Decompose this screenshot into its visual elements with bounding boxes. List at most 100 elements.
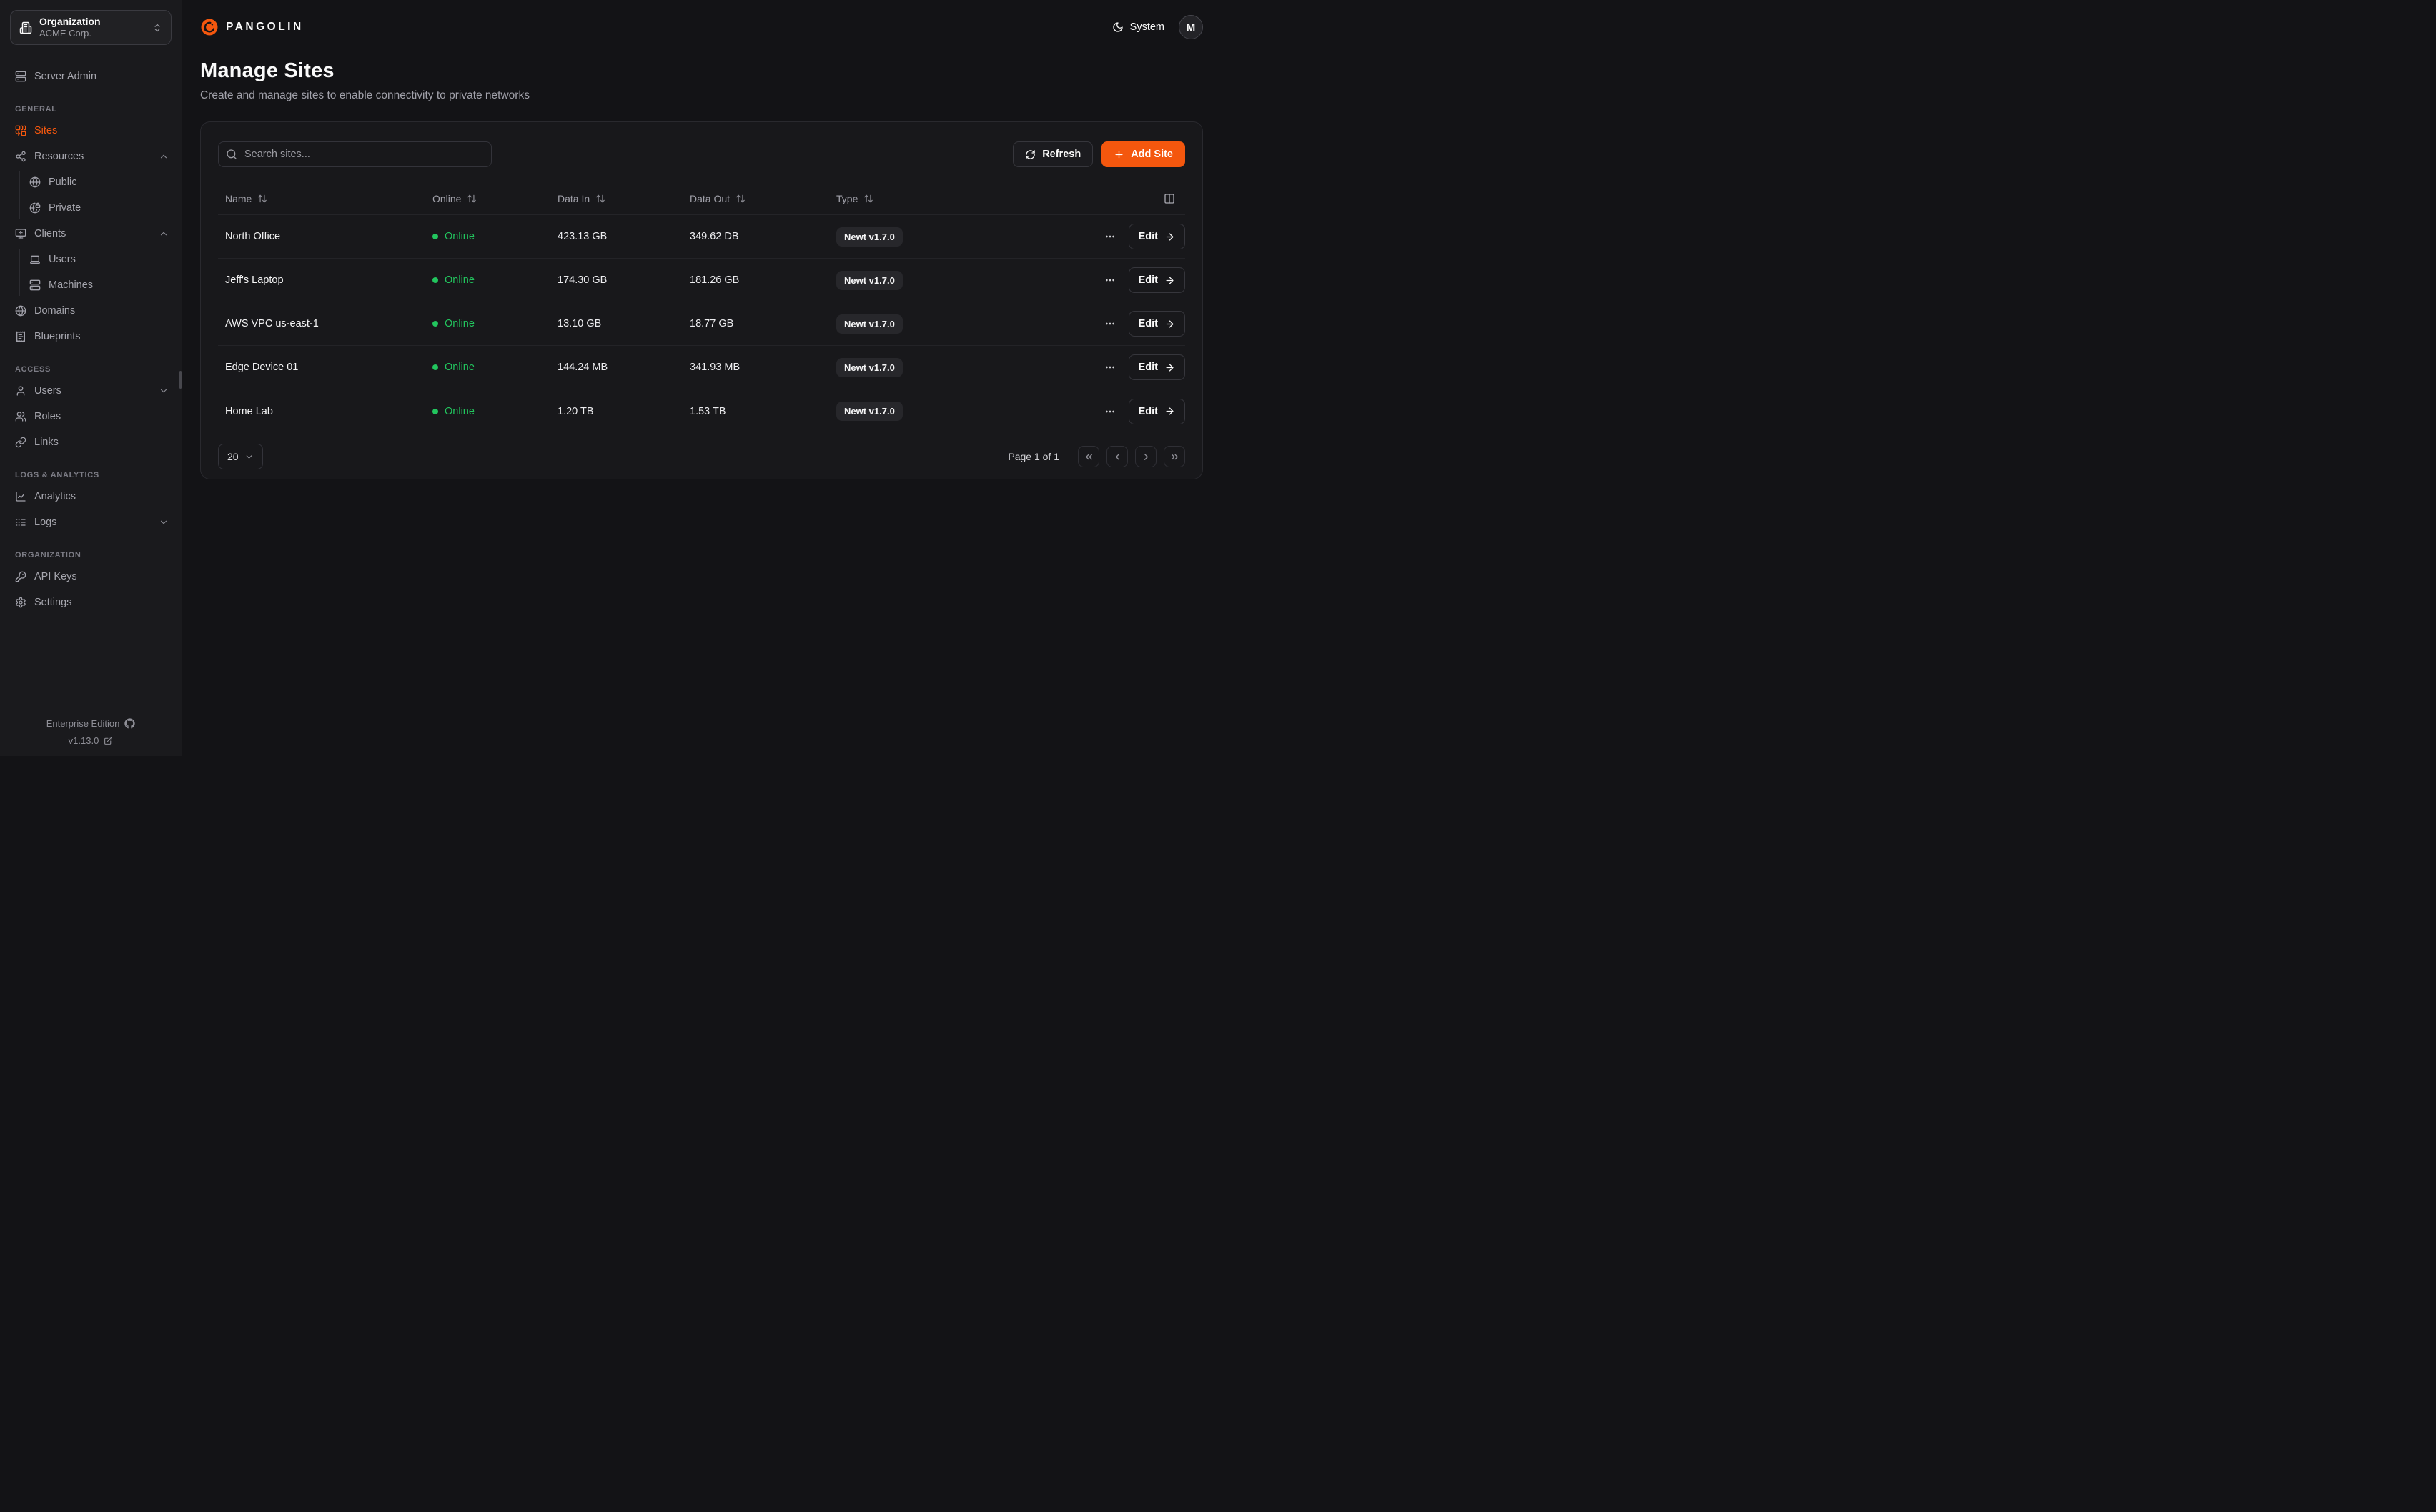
- gear-icon: [15, 597, 26, 608]
- first-page-button[interactable]: [1078, 446, 1099, 467]
- sidebar-item-client-users[interactable]: Users: [0, 247, 182, 272]
- sites-card: Refresh Add Site Name Online: [200, 121, 1203, 479]
- column-label: Data Out: [690, 192, 731, 204]
- online-label: Online: [445, 405, 475, 417]
- sidebar-item-logs[interactable]: Logs: [0, 509, 182, 535]
- sidebar: Organization ACME Corp. Server Admin GEN…: [0, 0, 182, 756]
- sort-icon[interactable]: [467, 194, 477, 204]
- sidebar-item-settings[interactable]: Settings: [0, 590, 182, 615]
- sort-icon[interactable]: [736, 194, 746, 204]
- search-input[interactable]: [218, 141, 492, 167]
- sidebar-item-label: Machines: [49, 279, 94, 291]
- page-subtitle: Create and manage sites to enable connec…: [200, 89, 530, 101]
- type-badge: Newt v1.7.0: [836, 270, 903, 290]
- edit-button[interactable]: Edit: [1128, 354, 1185, 380]
- edit-button[interactable]: Edit: [1128, 267, 1185, 293]
- github-icon: [124, 718, 136, 729]
- server-icon: [29, 279, 41, 291]
- online-label: Online: [445, 274, 475, 286]
- org-label: Organization: [39, 15, 101, 27]
- sidebar-item-label: Public: [49, 176, 77, 188]
- sidebar-item-sites[interactable]: Sites: [0, 118, 182, 144]
- sidebar-item-label: Analytics: [34, 491, 76, 502]
- globe-icon: [15, 305, 26, 317]
- version-link[interactable]: v1.13.0: [0, 735, 182, 746]
- sidebar-item-analytics[interactable]: Analytics: [0, 484, 182, 509]
- refresh-button[interactable]: Refresh: [1013, 141, 1094, 167]
- data-in-value: 423.13 GB: [558, 231, 608, 242]
- sidebar-nav: Server Admin GENERAL Sites Resources Pub…: [0, 55, 182, 712]
- avatar[interactable]: M: [1179, 15, 1203, 39]
- site-name: Home Lab: [225, 405, 273, 417]
- online-dot: [432, 234, 438, 239]
- sidebar-footer: Enterprise Edition v1.13.0: [0, 712, 182, 756]
- sidebar-item-api-keys[interactable]: API Keys: [0, 564, 182, 590]
- column-header-type: Type: [829, 193, 1064, 204]
- brand-word: PANGOLIN: [226, 21, 304, 33]
- edition-link[interactable]: Enterprise Edition: [0, 718, 182, 729]
- sidebar-item-roles[interactable]: Roles: [0, 404, 182, 429]
- chart-line-icon: [15, 491, 26, 502]
- row-menu-button[interactable]: [1101, 359, 1119, 376]
- sidebar-item-users[interactable]: Users: [0, 378, 182, 404]
- sidebar-item-label: API Keys: [34, 571, 77, 582]
- logs-icon: [15, 517, 26, 528]
- sidebar-item-public[interactable]: Public: [0, 169, 182, 195]
- sidebar-item-label: Users: [34, 385, 61, 397]
- avatar-initial: M: [1186, 21, 1196, 34]
- sites-table: Name Online Data In Data Out: [218, 182, 1185, 433]
- row-menu-button[interactable]: [1101, 403, 1119, 420]
- theme-label: System: [1129, 21, 1164, 33]
- edit-button[interactable]: Edit: [1128, 224, 1185, 249]
- key-icon: [15, 571, 26, 582]
- org-selector[interactable]: Organization ACME Corp.: [10, 10, 172, 45]
- last-page-button[interactable]: [1164, 446, 1185, 467]
- sidebar-item-clients[interactable]: Clients: [0, 221, 182, 247]
- toolbar-buttons: Refresh Add Site: [1013, 141, 1185, 167]
- edit-label: Edit: [1138, 362, 1158, 373]
- sort-icon[interactable]: [595, 194, 605, 204]
- table-header: Name Online Data In Data Out: [218, 182, 1185, 215]
- type-badge: Newt v1.7.0: [836, 314, 903, 334]
- sidebar-item-server-admin[interactable]: Server Admin: [0, 64, 182, 89]
- share-icon: [15, 151, 26, 162]
- brand[interactable]: PANGOLIN: [200, 18, 304, 36]
- site-name: Edge Device 01: [225, 362, 299, 373]
- row-menu-button[interactable]: [1101, 228, 1119, 245]
- arrow-right-icon: [1164, 362, 1175, 373]
- row-actions: Edit: [1064, 267, 1185, 293]
- add-site-button[interactable]: Add Site: [1101, 141, 1185, 167]
- edit-label: Edit: [1138, 405, 1158, 417]
- page-size-select[interactable]: 20: [218, 444, 263, 469]
- site-status: Online: [425, 406, 550, 417]
- sidebar-item-label: Sites: [34, 125, 58, 136]
- next-page-button[interactable]: [1135, 446, 1157, 467]
- sidebar-item-links[interactable]: Links: [0, 429, 182, 455]
- table-row: AWS VPC us-east-1 Online 13.10 GB 18.77 …: [218, 302, 1185, 346]
- sidebar-item-domains[interactable]: Domains: [0, 298, 182, 324]
- columns-icon[interactable]: [1164, 193, 1175, 204]
- prev-page-button[interactable]: [1106, 446, 1128, 467]
- row-menu-button[interactable]: [1101, 315, 1119, 332]
- section-label-access: ACCESS: [15, 365, 51, 374]
- sort-icon[interactable]: [863, 194, 873, 204]
- sidebar-item-private[interactable]: Private: [0, 195, 182, 221]
- sort-icon[interactable]: [257, 194, 267, 204]
- sidebar-item-blueprints[interactable]: Blueprints: [0, 324, 182, 349]
- data-in-value: 13.10 GB: [558, 318, 602, 329]
- arrow-right-icon: [1164, 319, 1175, 329]
- edit-label: Edit: [1138, 231, 1158, 242]
- sidebar-item-machines[interactable]: Machines: [0, 272, 182, 298]
- row-menu-button[interactable]: [1101, 272, 1119, 289]
- sidebar-item-resources[interactable]: Resources: [0, 144, 182, 169]
- page-title: Manage Sites: [200, 59, 335, 82]
- type-cell: Newt v1.7.0: [829, 270, 1064, 290]
- theme-toggle[interactable]: System: [1112, 21, 1164, 33]
- sidebar-item-label: Roles: [34, 411, 61, 422]
- edit-button[interactable]: Edit: [1128, 311, 1185, 337]
- sidebar-scrollbar-thumb[interactable]: [179, 371, 182, 389]
- edit-button[interactable]: Edit: [1128, 398, 1185, 424]
- laptop-icon: [29, 254, 41, 265]
- page-label: Page 1 of 1: [1008, 451, 1059, 462]
- edit-label: Edit: [1138, 318, 1158, 329]
